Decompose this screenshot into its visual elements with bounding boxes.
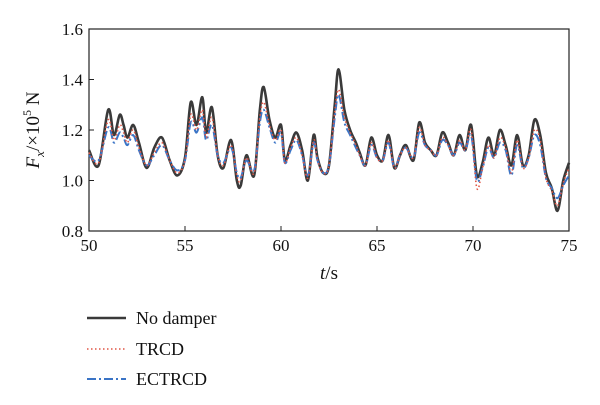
series-layer [87,68,571,213]
x-tick-label: 75 [561,236,578,255]
y-axis-title-italic: F [23,156,44,169]
x-tick-label: 55 [177,236,194,255]
x-tick-label: 65 [369,236,386,255]
legend-item-no-damper: No damper [87,308,216,328]
x-axis-title-rest: /s [325,263,338,284]
legend-item-ectrcd: ECTRCD [87,369,207,389]
y-axis-title-sub: x [32,151,47,158]
legend-label-ectrcd: ECTRCD [136,369,207,389]
x-axis-title-italic: t [320,263,326,284]
x-ticks: 50 55 60 65 70 75 [81,226,578,255]
y-tick-label: 1.4 [62,71,84,90]
series-line-trcd [88,88,570,207]
series-line-no-damper [87,68,571,213]
y-axis-title-mid: /×10 [23,116,44,151]
legend: No damper TRCD ECTRCD [87,308,216,389]
y-axis-title: Fx/×105 N [20,91,47,169]
x-tick-label: 50 [81,236,98,255]
legend-label-no-damper: No damper [136,308,216,328]
y-ticks: 0.8 1.0 1.2 1.4 1.6 [62,20,94,241]
y-tick-label: 1.6 [62,20,83,39]
x-tick-label: 60 [273,236,290,255]
legend-label-trcd: TRCD [136,339,184,359]
y-axis-title-sup: 5 [20,110,34,116]
y-tick-label: 1.2 [62,121,83,140]
legend-item-trcd: TRCD [87,339,184,359]
x-axis-title: t/s [320,263,338,284]
y-axis-title-unit: N [23,91,44,110]
plot-frame [88,28,570,232]
x-tick-label: 70 [465,236,482,255]
y-tick-label: 0.8 [62,222,83,241]
y-tick-label: 1.0 [62,172,83,191]
